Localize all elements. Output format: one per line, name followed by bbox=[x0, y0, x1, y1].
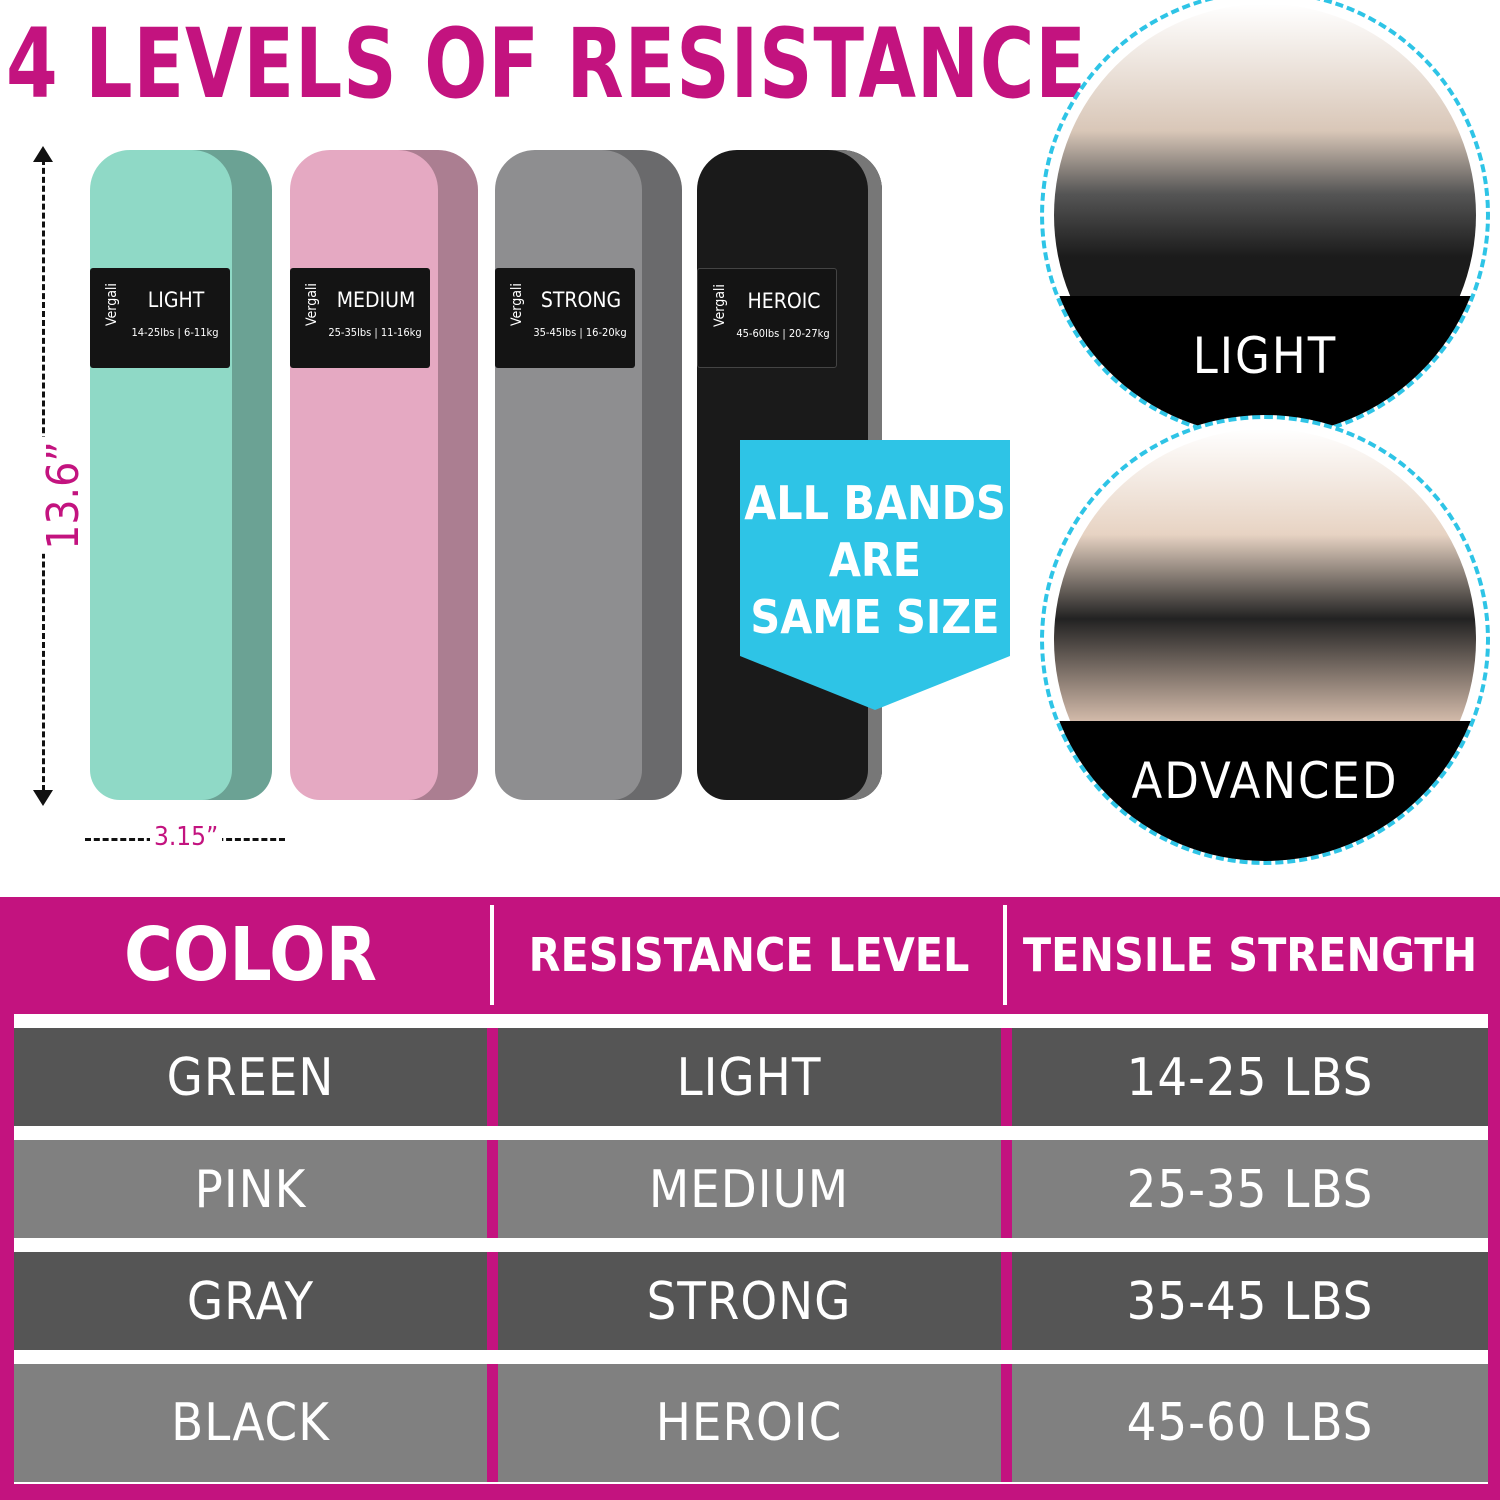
promo-line: ARE bbox=[828, 533, 922, 587]
table-row: PINK MEDIUM 25-35 LBS bbox=[14, 1126, 1488, 1241]
cell-color: GREEN bbox=[166, 1047, 335, 1108]
divider bbox=[1003, 905, 1007, 1005]
table-row: BLACK HEROIC 45-60 LBS bbox=[14, 1350, 1488, 1484]
cell-strength: 25-35 LBS bbox=[1126, 1159, 1374, 1220]
circle-caption: ADVANCED bbox=[1044, 721, 1486, 861]
cell-resistance: LIGHT bbox=[676, 1047, 822, 1108]
cell-strength: 35-45 LBS bbox=[1126, 1271, 1374, 1332]
band-spec: 35-45lbs | 16-20kg bbox=[533, 326, 627, 339]
header-color: COLOR bbox=[123, 911, 378, 998]
band-level: LIGHT bbox=[147, 288, 205, 312]
promo-line: SAME SIZE bbox=[750, 590, 1000, 644]
band-pink: Vergali MEDIUM 25-35lbs | 11-16kg bbox=[290, 150, 478, 800]
cell-resistance: HEROIC bbox=[655, 1393, 843, 1453]
band-level: MEDIUM bbox=[336, 288, 416, 312]
band-tag: Vergali LIGHT 14-25lbs | 6-11kg bbox=[90, 268, 230, 368]
band-gray: Vergali STRONG 35-45lbs | 16-20kg bbox=[495, 150, 682, 800]
promo-line: ALL BANDS bbox=[744, 476, 1006, 530]
page-title: 4 LEVELS OF RESISTANCE bbox=[6, 8, 1087, 120]
light-exercise-circle: LIGHT bbox=[1040, 0, 1490, 440]
band-tag: Vergali HEROIC 45-60lbs | 20-27kg bbox=[697, 268, 837, 368]
header-resistance: RESISTANCE LEVEL bbox=[528, 927, 970, 982]
cell-color: GRAY bbox=[186, 1271, 315, 1332]
cell-resistance: STRONG bbox=[646, 1271, 852, 1332]
band-spec: 25-35lbs | 11-16kg bbox=[328, 326, 422, 339]
resistance-table: COLOR RESISTANCE LEVEL TENSILE STRENGTH … bbox=[0, 897, 1500, 1500]
band-tag: Vergali MEDIUM 25-35lbs | 11-16kg bbox=[290, 268, 430, 368]
cell-color: PINK bbox=[194, 1159, 307, 1220]
band-spec: 14-25lbs | 6-11kg bbox=[131, 326, 219, 339]
band-spec: 45-60lbs | 20-27kg bbox=[736, 327, 830, 340]
brand-logo: Vergali bbox=[712, 284, 728, 327]
cell-strength: 45-60 LBS bbox=[1126, 1393, 1374, 1453]
circle-caption: LIGHT bbox=[1044, 296, 1486, 436]
band-level: HEROIC bbox=[747, 289, 821, 313]
advanced-exercise-circle: ADVANCED bbox=[1040, 415, 1490, 865]
brand-logo: Vergali bbox=[304, 283, 320, 326]
width-label: 3.15” bbox=[150, 822, 223, 852]
same-size-banner: ALL BANDS ARE SAME SIZE bbox=[740, 440, 1010, 710]
band-level: STRONG bbox=[540, 288, 622, 312]
divider bbox=[490, 905, 494, 1005]
header-strength: TENSILE STRENGTH bbox=[1022, 927, 1478, 982]
brand-logo: Vergali bbox=[509, 283, 525, 326]
table-row: GRAY STRONG 35-45 LBS bbox=[14, 1238, 1488, 1353]
cell-resistance: MEDIUM bbox=[648, 1159, 850, 1220]
band-green: Vergali LIGHT 14-25lbs | 6-11kg bbox=[90, 150, 272, 800]
cell-strength: 14-25 LBS bbox=[1126, 1047, 1374, 1108]
brand-logo: Vergali bbox=[104, 283, 120, 326]
cell-color: BLACK bbox=[171, 1393, 330, 1453]
height-label: 13.6” bbox=[37, 437, 89, 554]
band-tag: Vergali STRONG 35-45lbs | 16-20kg bbox=[495, 268, 635, 368]
table-row: GREEN LIGHT 14-25 LBS bbox=[14, 1014, 1488, 1129]
